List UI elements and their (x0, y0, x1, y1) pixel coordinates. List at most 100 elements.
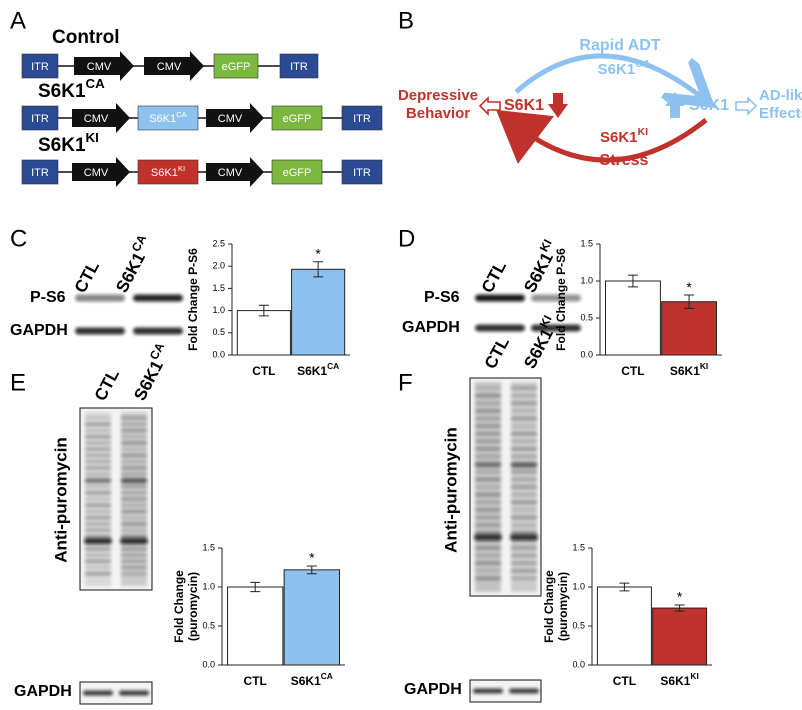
blot-band (511, 554, 537, 557)
bar (596, 586, 652, 666)
blot-band (85, 447, 111, 451)
blot-band (85, 516, 111, 519)
blot-band (475, 409, 501, 413)
blot-band (475, 561, 501, 565)
blot-band (511, 386, 537, 390)
blot-band (511, 394, 537, 397)
y-tick-label: 2.0 (212, 261, 225, 271)
blot-band (475, 478, 501, 481)
blot-band (511, 417, 537, 420)
blot-band (511, 531, 537, 534)
blot-band (531, 324, 581, 332)
panel-label: C (10, 225, 27, 252)
blot-band (511, 516, 537, 519)
y-tick-label: 0.5 (580, 312, 593, 322)
x-tick-label: S6K1CA (291, 671, 333, 688)
blot-frame (79, 681, 153, 705)
y-axis-label: Fold Change P-S6 (186, 248, 200, 351)
error-bar (250, 581, 261, 593)
y-tick-label: 1.0 (580, 275, 593, 285)
blot-band (475, 470, 501, 474)
blot-band (121, 522, 147, 526)
element-label: ITR (31, 167, 49, 179)
blot-band (511, 577, 537, 580)
blot-band (121, 466, 147, 470)
element-label: ITR (290, 61, 308, 73)
row-label: GAPDH (402, 319, 460, 336)
blot-band (85, 466, 111, 470)
blot-band (475, 394, 501, 397)
blot-band (83, 690, 113, 696)
blot-frame (469, 679, 542, 703)
promoter-arrow (206, 103, 264, 133)
blot-band (121, 472, 147, 476)
blot-band (510, 534, 538, 541)
y-axis-label: (puromycin) (186, 572, 200, 641)
construct-title: S6K1CA (38, 76, 105, 102)
promoter-arrow (74, 51, 134, 81)
blot-band (475, 516, 501, 519)
blot-band (511, 409, 537, 413)
blot-band (511, 523, 537, 527)
blot-band (475, 294, 525, 302)
arrow-label: Rapid ADT (579, 37, 660, 54)
bar (227, 586, 284, 666)
blot-target: Anti-puromycin (441, 427, 460, 553)
blot-band (475, 324, 525, 332)
element-box (271, 105, 323, 131)
significance: * (309, 550, 315, 566)
blot-band (75, 327, 125, 335)
arrow-arc (496, 109, 708, 164)
up-arrow (665, 92, 685, 118)
blot-band (84, 537, 112, 544)
error-bar (306, 565, 317, 575)
error-bar (674, 604, 685, 612)
row-label: P-S6 (30, 289, 66, 306)
blot-band (121, 454, 147, 457)
blot-band (85, 441, 111, 445)
blot-band (121, 422, 147, 426)
blot-band (511, 432, 537, 435)
blot-band (511, 500, 537, 504)
blot-target: Anti-puromycin (51, 437, 70, 563)
bar (236, 310, 291, 356)
y-tick-label: 0.0 (202, 659, 215, 669)
blot-band (121, 553, 147, 557)
blot-band (85, 528, 111, 532)
y-tick-label: 1.0 (212, 305, 225, 315)
blot-band (120, 537, 148, 544)
bar (652, 607, 708, 666)
blot-band (85, 547, 111, 551)
element-label: CMV (87, 61, 112, 73)
y-tick-label: 1.5 (202, 542, 215, 552)
blot-band (119, 690, 149, 696)
element-box (137, 159, 199, 185)
blot-band (511, 508, 537, 512)
element-label: ITR (353, 167, 371, 179)
blot-band (511, 478, 537, 481)
blot-band (85, 553, 111, 557)
blot-band (85, 522, 111, 526)
blot-band (121, 460, 147, 463)
y-axis-label: Fold Change (172, 570, 186, 643)
x-tick-label: CTL (621, 364, 644, 378)
promoter-arrow (144, 51, 204, 81)
blot-band (511, 401, 537, 405)
blot-band (475, 417, 501, 420)
blot-band (85, 435, 111, 438)
promoter-arrow (72, 103, 130, 133)
blot-band (511, 455, 537, 458)
y-tick-label: 0.0 (580, 349, 593, 359)
element-box (137, 105, 199, 131)
y-tick-label: 1.5 (572, 542, 585, 552)
element-label: CMV (218, 167, 243, 179)
y-tick-label: 0.0 (212, 349, 225, 359)
y-tick-label: 0.0 (572, 659, 585, 669)
panel-label: F (398, 369, 413, 396)
blot-band (121, 547, 147, 551)
element-box (341, 105, 383, 131)
blot-band (511, 424, 537, 428)
blot-band (85, 572, 111, 576)
